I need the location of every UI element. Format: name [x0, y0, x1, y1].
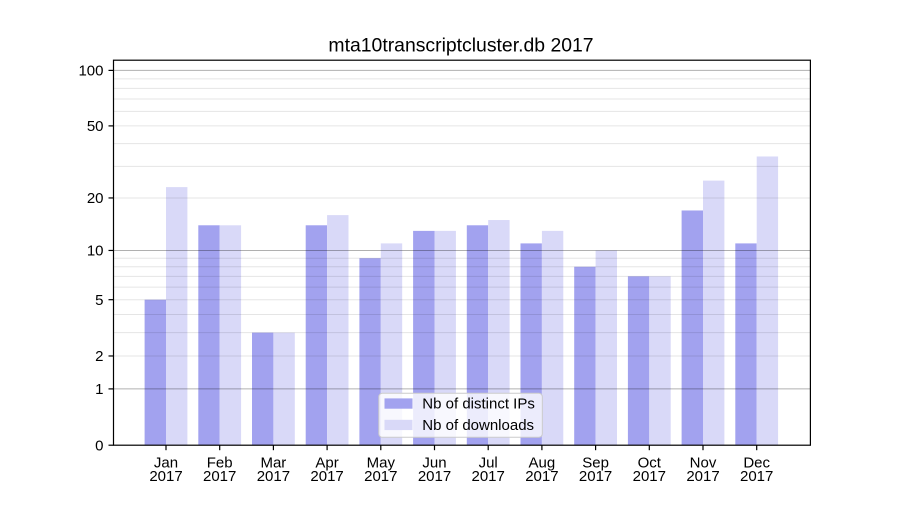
svg-text:mta10transcriptcluster.db 2017: mta10transcriptcluster.db 2017	[328, 34, 593, 56]
svg-text:2017: 2017	[525, 468, 558, 485]
svg-text:Dec: Dec	[743, 455, 770, 472]
svg-text:2017: 2017	[472, 468, 505, 485]
svg-text:2: 2	[95, 348, 103, 365]
svg-text:2017: 2017	[579, 468, 612, 485]
svg-text:2017: 2017	[633, 468, 666, 485]
svg-text:Jul: Jul	[479, 455, 498, 472]
svg-text:Nb of downloads: Nb of downloads	[422, 417, 534, 434]
svg-text:20: 20	[87, 190, 104, 207]
svg-text:Jan: Jan	[154, 455, 178, 472]
svg-text:5: 5	[95, 292, 103, 309]
svg-text:Aug: Aug	[529, 455, 556, 472]
svg-text:2017: 2017	[686, 468, 719, 485]
svg-text:2017: 2017	[364, 468, 397, 485]
svg-text:2017: 2017	[149, 468, 182, 485]
svg-text:Nb of distinct IPs: Nb of distinct IPs	[422, 396, 535, 413]
svg-text:2017: 2017	[203, 468, 236, 485]
svg-text:Jun: Jun	[422, 455, 446, 472]
svg-text:10: 10	[87, 243, 104, 260]
svg-text:Apr: Apr	[315, 455, 338, 472]
svg-text:Nov: Nov	[690, 455, 717, 472]
svg-text:Mar: Mar	[260, 455, 286, 472]
svg-text:2017: 2017	[310, 468, 343, 485]
svg-text:1: 1	[95, 381, 103, 398]
svg-text:0: 0	[95, 437, 103, 454]
svg-text:Sep: Sep	[582, 455, 609, 472]
svg-text:2017: 2017	[257, 468, 290, 485]
svg-text:100: 100	[78, 63, 103, 80]
svg-text:Oct: Oct	[638, 455, 662, 472]
svg-text:Feb: Feb	[207, 455, 233, 472]
svg-text:2017: 2017	[740, 468, 773, 485]
svg-text:2017: 2017	[418, 468, 451, 485]
svg-text:May: May	[367, 455, 396, 472]
svg-text:50: 50	[87, 118, 104, 135]
